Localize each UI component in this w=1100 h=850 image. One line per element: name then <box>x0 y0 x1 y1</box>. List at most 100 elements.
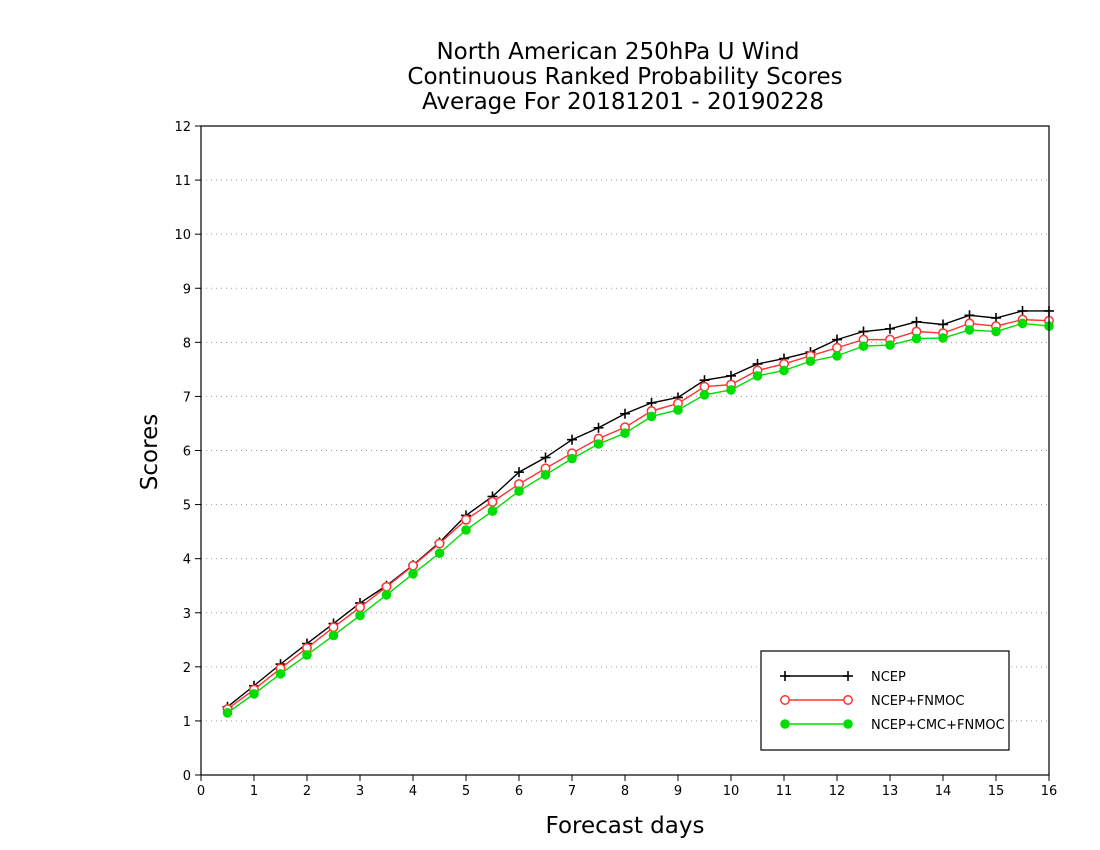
y-tick-label: 12 <box>174 120 191 135</box>
y-tick-label: 4 <box>183 553 191 568</box>
data-point <box>408 569 418 579</box>
data-point <box>964 325 975 335</box>
x-axis-label: Forecast days <box>546 813 705 839</box>
data-point <box>381 581 392 592</box>
title-line-1: North American 250hPa U Wind <box>436 39 799 65</box>
chart-title: North American 250hPa U Wind Continuous … <box>407 39 842 115</box>
title-line-3: Average For 20181201 - 20190228 <box>422 89 824 115</box>
data-point <box>885 323 895 334</box>
data-point <box>540 470 551 480</box>
y-tick-label: 11 <box>174 174 191 189</box>
y-tick-label: 5 <box>183 499 191 514</box>
x-tick-label: 11 <box>776 784 793 799</box>
data-point <box>593 422 604 433</box>
legend-swatch-marker <box>780 695 790 705</box>
data-point <box>355 602 365 613</box>
data-point <box>487 506 498 516</box>
y-tick-label: 3 <box>183 607 191 622</box>
y-tick-label: 7 <box>183 390 191 405</box>
data-point <box>752 371 763 381</box>
data-point <box>1017 305 1028 316</box>
data-point <box>328 630 339 641</box>
data-point <box>540 452 551 463</box>
legend-swatch-marker <box>843 695 853 705</box>
data-point <box>832 351 842 361</box>
y-tick-label: 1 <box>183 715 191 730</box>
x-tick-label: 0 <box>197 784 205 799</box>
data-point <box>726 370 736 381</box>
data-point <box>461 525 471 535</box>
legend-swatch-marker <box>780 671 790 681</box>
data-point <box>434 538 445 549</box>
data-point <box>885 340 895 350</box>
legend-entry: NCEP <box>780 670 906 685</box>
data-point <box>938 333 948 343</box>
data-point <box>673 405 683 415</box>
data-point <box>832 342 842 353</box>
title-line-2: Continuous Ranked Probability Scores <box>407 64 842 90</box>
x-tick-label: 9 <box>674 784 682 799</box>
y-tick-label: 8 <box>183 336 191 351</box>
data-point <box>567 453 577 464</box>
data-point <box>911 316 922 327</box>
data-point <box>461 514 471 525</box>
y-tick-label: 2 <box>183 661 191 676</box>
legend-label: NCEP+FNMOC <box>871 694 964 709</box>
legend-box <box>760 650 1010 751</box>
data-point <box>434 548 445 559</box>
data-point <box>699 389 710 400</box>
x-tick-label: 14 <box>935 784 952 799</box>
data-point <box>593 439 604 449</box>
x-tick-label: 6 <box>515 784 523 799</box>
y-tick-label: 6 <box>183 445 191 460</box>
x-tick-label: 1 <box>250 784 258 799</box>
y-axis-label: Scores <box>137 414 163 490</box>
legend: NCEP NCEP+FNMOC NCEP+CMC+FNMOC <box>760 650 1010 751</box>
legend-swatch-marker <box>780 719 790 729</box>
y-tick-label: 10 <box>174 228 191 243</box>
data-point <box>858 341 869 351</box>
data-point <box>514 467 524 478</box>
x-tick-label: 16 <box>1041 784 1058 799</box>
x-tick-label: 4 <box>409 784 417 799</box>
legend-label: NCEP+CMC+FNMOC <box>871 718 1005 733</box>
series-group <box>222 305 1054 718</box>
x-tick-label: 7 <box>568 784 576 799</box>
data-point <box>381 590 392 600</box>
data-point <box>938 319 948 330</box>
data-point <box>487 496 498 507</box>
data-point <box>699 381 710 392</box>
x-tick-label: 5 <box>462 784 470 799</box>
x-tick-label: 12 <box>829 784 846 799</box>
data-point <box>302 650 312 660</box>
legend-label: NCEP <box>871 670 906 685</box>
y-tick-label: 9 <box>183 282 191 297</box>
data-point <box>620 408 630 419</box>
data-point <box>779 365 789 376</box>
data-point <box>726 385 736 395</box>
data-point <box>275 669 286 679</box>
data-point <box>408 560 418 571</box>
legend-swatch-marker <box>843 719 853 729</box>
data-point <box>991 326 1001 337</box>
y-tick-label: 0 <box>183 769 191 784</box>
legend-entry: NCEP+FNMOC <box>780 694 964 709</box>
legend-entry: NCEP+CMC+FNMOC <box>780 718 1005 733</box>
x-tick-label: 8 <box>621 784 629 799</box>
x-tick-label: 13 <box>882 784 899 799</box>
data-point <box>355 610 365 621</box>
series-line <box>227 310 1049 708</box>
data-point <box>805 356 816 367</box>
data-point <box>911 333 922 344</box>
x-tick-label: 10 <box>723 784 740 799</box>
data-point <box>620 428 630 438</box>
x-tick-label: 2 <box>303 784 311 799</box>
legend-swatch-marker <box>843 671 853 681</box>
data-point <box>514 486 524 496</box>
data-point <box>249 689 259 699</box>
data-point <box>222 708 233 718</box>
data-point <box>567 434 577 445</box>
data-point <box>328 622 339 633</box>
